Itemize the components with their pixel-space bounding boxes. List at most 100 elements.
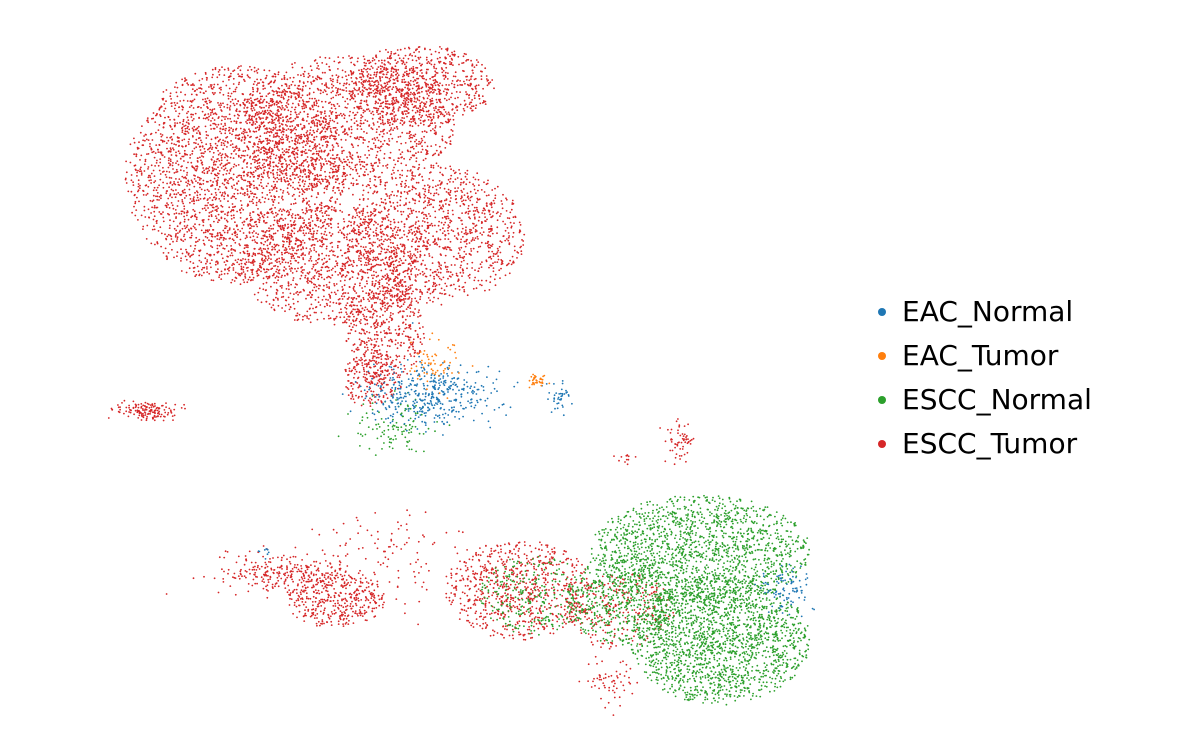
point-escc-tumor	[414, 140, 416, 143]
point-escc-tumor	[208, 190, 210, 193]
point-escc-tumor	[161, 97, 164, 100]
point-escc-tumor	[419, 119, 422, 122]
point-escc-tumor	[255, 167, 258, 170]
point-escc-tumor	[460, 178, 463, 181]
point-escc-tumor	[351, 93, 353, 96]
point-escc-tumor	[380, 59, 383, 62]
point-escc-tumor	[284, 217, 287, 220]
point-escc-tumor	[433, 132, 436, 135]
point-escc-tumor	[249, 200, 251, 203]
point-escc-tumor	[429, 87, 432, 90]
point-escc-tumor	[236, 210, 239, 213]
point-escc-tumor	[242, 130, 245, 133]
point-escc-tumor	[214, 263, 217, 266]
point-escc-tumor	[315, 163, 317, 166]
point-escc-tumor	[361, 160, 364, 163]
point-escc-tumor	[433, 65, 435, 68]
point-escc-tumor	[220, 86, 222, 89]
point-escc-tumor	[432, 115, 435, 118]
point-escc-tumor	[384, 122, 386, 125]
point-escc-tumor	[220, 141, 223, 144]
point-escc-tumor	[200, 159, 202, 162]
point-escc-tumor	[275, 135, 278, 138]
point-escc-tumor	[312, 108, 315, 111]
point-escc-tumor	[194, 112, 197, 115]
point-escc-tumor	[167, 203, 170, 206]
point-escc-tumor	[402, 61, 405, 64]
point-escc-tumor	[405, 110, 407, 112]
point-escc-tumor	[252, 88, 255, 91]
point-escc-tumor	[176, 140, 179, 143]
point-escc-tumor	[429, 122, 432, 125]
point-escc-tumor	[321, 71, 324, 74]
point-escc-tumor	[335, 137, 337, 140]
point-escc-tumor	[238, 65, 240, 68]
point-escc-tumor	[374, 91, 377, 94]
point-escc-tumor	[176, 205, 179, 207]
point-escc-tumor	[417, 77, 420, 80]
point-escc-tumor	[223, 191, 226, 194]
point-escc-tumor	[211, 117, 214, 120]
point-escc-tumor	[312, 232, 315, 235]
point-escc-tumor	[156, 159, 158, 162]
point-escc-tumor	[361, 184, 364, 187]
point-escc-tumor	[289, 175, 292, 177]
point-escc-tumor	[306, 187, 308, 190]
point-escc-tumor	[402, 57, 405, 60]
point-escc-tumor	[346, 133, 349, 136]
point-escc-tumor	[243, 220, 246, 223]
point-escc-tumor	[199, 91, 202, 94]
point-escc-tumor	[180, 270, 183, 272]
point-escc-tumor	[272, 119, 274, 122]
point-escc-tumor	[379, 140, 382, 143]
point-escc-tumor	[206, 170, 209, 173]
point-escc-tumor	[401, 151, 404, 154]
point-escc-tumor	[255, 196, 258, 199]
point-escc-tumor	[397, 108, 400, 110]
point-escc-tumor	[306, 156, 309, 158]
point-escc-tumor	[328, 183, 331, 185]
point-escc-tumor	[265, 185, 268, 188]
point-escc-tumor	[244, 114, 247, 116]
point-escc-tumor	[369, 187, 372, 189]
point-escc-tumor	[298, 80, 301, 83]
point-escc-tumor	[156, 192, 159, 194]
point-escc-tumor	[401, 62, 404, 65]
point-escc-tumor	[444, 71, 447, 74]
point-escc-tumor	[147, 168, 149, 170]
point-escc-tumor	[234, 88, 237, 91]
point-escc-tumor	[221, 153, 224, 156]
point-escc-tumor	[218, 238, 221, 241]
point-escc-tumor	[260, 167, 263, 170]
point-escc-tumor	[320, 116, 322, 119]
point-escc-tumor	[196, 196, 199, 199]
point-escc-tumor	[325, 85, 328, 88]
point-escc-tumor	[400, 89, 403, 92]
point-escc-tumor	[322, 224, 325, 227]
point-escc-tumor	[350, 61, 353, 64]
point-escc-tumor	[273, 216, 276, 219]
point-escc-tumor	[174, 124, 177, 127]
point-escc-tumor	[335, 74, 338, 76]
point-escc-tumor	[200, 274, 203, 277]
point-escc-tumor	[236, 236, 238, 238]
point-escc-tumor	[170, 105, 173, 107]
point-escc-tumor	[139, 159, 141, 161]
point-escc-tumor	[348, 90, 351, 92]
point-escc-tumor	[307, 140, 310, 142]
point-escc-tumor	[352, 184, 355, 187]
point-escc-tumor	[198, 177, 201, 179]
point-escc-tumor	[215, 194, 218, 196]
point-escc-tumor	[395, 62, 398, 65]
point-escc-tumor	[237, 228, 239, 231]
point-escc-tumor	[261, 158, 264, 161]
point-escc-tumor	[266, 130, 269, 133]
point-escc-tumor	[358, 87, 361, 89]
point-escc-tumor	[374, 259, 377, 261]
point-escc-tumor	[273, 198, 276, 201]
point-escc-tumor	[375, 154, 378, 157]
point-escc-tumor	[198, 250, 201, 253]
point-escc-tumor	[163, 140, 166, 143]
point-escc-tumor	[155, 195, 157, 198]
point-escc-tumor	[350, 125, 353, 128]
